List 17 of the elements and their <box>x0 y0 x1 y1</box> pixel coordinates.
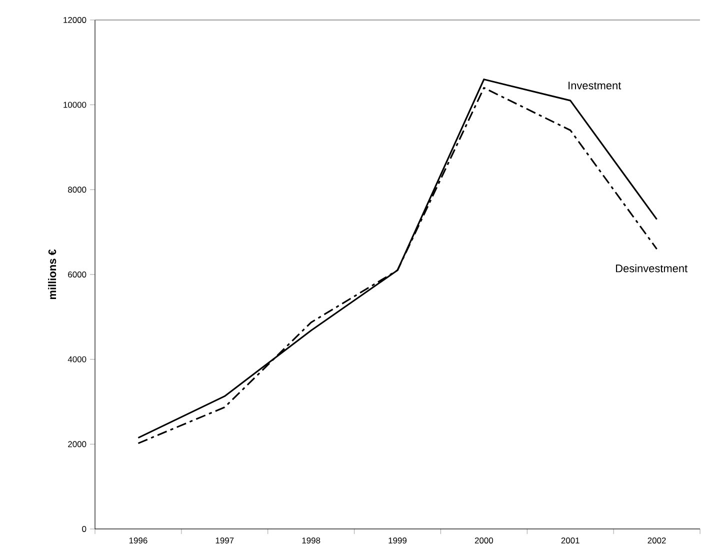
x-tick-label: 1996 <box>129 537 148 544</box>
x-tick-label: 1998 <box>302 537 320 544</box>
y-axis-title: millions € <box>48 249 56 300</box>
x-tick-label: 1997 <box>216 537 234 544</box>
y-tick-label: 4000 <box>68 356 86 362</box>
y-tick-label: 10000 <box>64 102 86 108</box>
series-label: Investment <box>568 82 622 90</box>
y-tick-label: 12000 <box>64 16 86 23</box>
x-tick-label: 2001 <box>561 537 580 544</box>
y-tick-label: 8000 <box>68 186 86 193</box>
x-tick-label: 1999 <box>388 537 407 544</box>
y-tick-label: 2000 <box>68 441 86 448</box>
x-tick-label: 2000 <box>474 537 494 544</box>
x-tick-label: 2002 <box>648 537 666 544</box>
y-tick-label: 0 <box>82 526 86 532</box>
series-label: Desinvestment <box>616 264 688 272</box>
y-tick-label: 6000 <box>68 271 86 278</box>
